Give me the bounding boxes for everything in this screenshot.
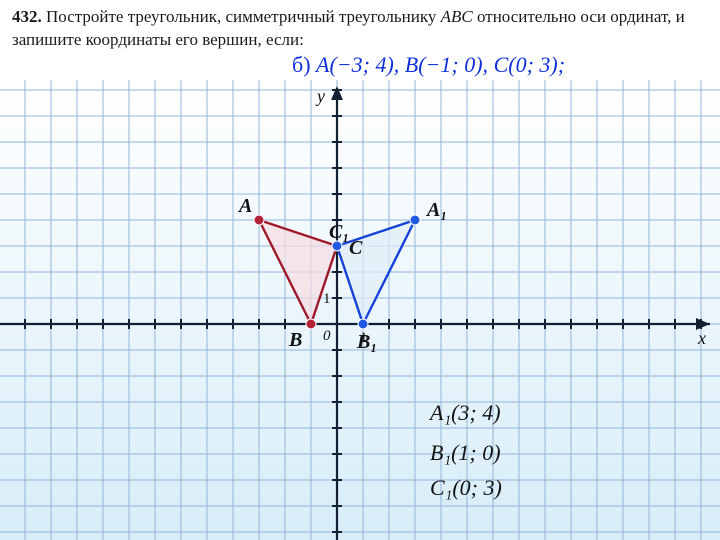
coordinate-plane: 011xyABCA₁B₁C₁ [0,80,720,540]
problem-triangle: ABC [441,7,473,26]
svg-text:B₁: B₁ [356,331,377,353]
svg-text:y: y [315,86,325,106]
svg-text:C₁: C₁ [329,221,349,243]
svg-text:A₁: A₁ [425,199,447,221]
answer-B1: B₁(1; 0) [430,440,501,466]
svg-text:1: 1 [323,291,331,307]
given-A: A(−3; 4), [316,52,399,77]
problem-number: 432. [12,7,42,26]
answer-A1: A₁(3; 4) [430,400,501,426]
problem-part-a: Постройте треугольник, симметричный треу… [46,7,441,26]
problem-text: 432. Постройте треугольник, симметричный… [12,6,708,52]
svg-text:0: 0 [323,328,331,344]
given-B: B(−1; 0), [405,52,488,77]
given-condition: б) A(−3; 4), B(−1; 0), C(0; 3); [292,52,565,78]
svg-text:x: x [697,328,706,348]
answer-C1: C₁(0; 3) [430,475,502,501]
given-letter: б) [292,52,311,77]
given-C: C(0; 3); [494,52,565,77]
svg-text:C: C [349,237,363,259]
svg-text:A: A [237,195,252,217]
svg-text:B: B [288,329,302,351]
